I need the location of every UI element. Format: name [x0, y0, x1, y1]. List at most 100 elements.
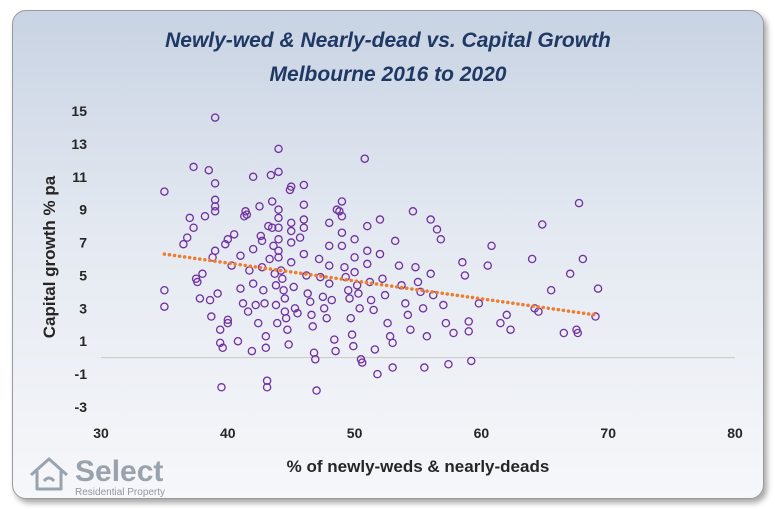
chart-subtitle: Melbourne 2016 to 2020: [270, 63, 507, 86]
data-point: [496, 318, 505, 328]
data-point: [210, 246, 220, 256]
data-point: [331, 346, 340, 356]
data-point: [337, 211, 347, 221]
data-point: [360, 154, 369, 163]
data-point: [261, 343, 271, 353]
data-point: [248, 279, 258, 288]
data-point: [274, 144, 283, 154]
data-point: [330, 335, 339, 344]
data-point: [305, 297, 315, 307]
data-point: [346, 313, 356, 323]
x-axis-title: % of newly-weds & nearly-deads: [287, 457, 550, 476]
data-point: [347, 330, 357, 339]
data-point: [262, 383, 272, 392]
data-point: [406, 325, 415, 334]
data-point: [369, 305, 378, 315]
data-point: [420, 363, 429, 372]
data-point: [210, 202, 220, 211]
data-point: [388, 363, 397, 372]
data-point: [394, 261, 404, 270]
data-point: [303, 289, 312, 298]
data-point: [441, 318, 451, 328]
data-point: [265, 254, 274, 264]
data-point: [474, 299, 484, 308]
data-point: [205, 295, 215, 305]
data-point: [408, 207, 418, 216]
data-point: [280, 294, 290, 303]
x-tick-label: 60: [474, 425, 490, 441]
data-points: [160, 113, 603, 395]
data-point: [319, 304, 329, 313]
data-point: [293, 309, 302, 318]
data-point: [370, 345, 380, 354]
data-point: [229, 230, 239, 239]
data-point: [349, 341, 358, 351]
data-point: [207, 312, 216, 321]
data-point: [460, 271, 470, 280]
data-point: [218, 343, 227, 353]
data-point: [299, 249, 309, 259]
data-point: [210, 179, 220, 188]
data-point: [215, 338, 225, 348]
data-point: [345, 294, 354, 303]
data-point: [538, 220, 547, 229]
data-point: [245, 266, 254, 275]
data-point: [264, 221, 273, 231]
data-point: [267, 197, 277, 206]
data-point: [215, 325, 225, 334]
data-point: [299, 200, 309, 209]
data-point: [236, 251, 245, 260]
data-point: [591, 312, 600, 321]
data-point: [344, 285, 353, 295]
data-point: [271, 300, 281, 310]
data-point: [322, 313, 331, 323]
data-point: [308, 322, 318, 331]
data-point: [210, 113, 220, 122]
data-point: [299, 215, 309, 224]
data-point: [255, 202, 264, 211]
data-point: [251, 300, 260, 310]
data-point: [378, 274, 387, 283]
data-point: [506, 325, 515, 334]
data-point: [253, 318, 263, 328]
data-point: [375, 249, 385, 259]
data-point: [289, 282, 298, 292]
data-point: [483, 261, 492, 270]
data-point: [311, 355, 320, 364]
y-tick-label: 9: [79, 202, 87, 218]
y-axis-ticks: 15 13 11 9 7 5 3 1 -1 -3: [71, 103, 87, 415]
data-point: [403, 310, 413, 320]
data-point: [487, 241, 496, 251]
x-tick-label: 80: [727, 425, 743, 441]
data-point: [422, 332, 432, 341]
data-point: [383, 318, 392, 328]
data-point: [274, 253, 283, 262]
data-point: [565, 269, 575, 279]
house-icon: [30, 457, 68, 491]
data-point: [286, 226, 296, 236]
data-point: [286, 238, 296, 247]
data-point: [426, 215, 435, 224]
data-point: [299, 223, 309, 233]
data-point: [337, 197, 347, 206]
data-point: [286, 218, 296, 228]
data-point: [223, 315, 233, 325]
data-point: [260, 299, 269, 308]
data-point: [578, 254, 588, 264]
data-point: [274, 223, 283, 233]
data-point: [290, 304, 300, 313]
data-point: [432, 225, 442, 234]
data-point: [160, 285, 169, 295]
x-axis-ticks: 30 40 50 60 70 80: [93, 425, 743, 441]
data-point: [257, 236, 267, 246]
data-point: [233, 336, 243, 346]
y-tick-label: 15: [71, 103, 87, 119]
data-point: [324, 218, 334, 228]
data-point: [274, 205, 283, 214]
data-point: [307, 310, 316, 320]
data-point: [217, 383, 226, 392]
data-point: [401, 299, 410, 308]
data-point: [373, 369, 382, 379]
data-point: [324, 261, 334, 270]
data-point: [266, 170, 276, 180]
